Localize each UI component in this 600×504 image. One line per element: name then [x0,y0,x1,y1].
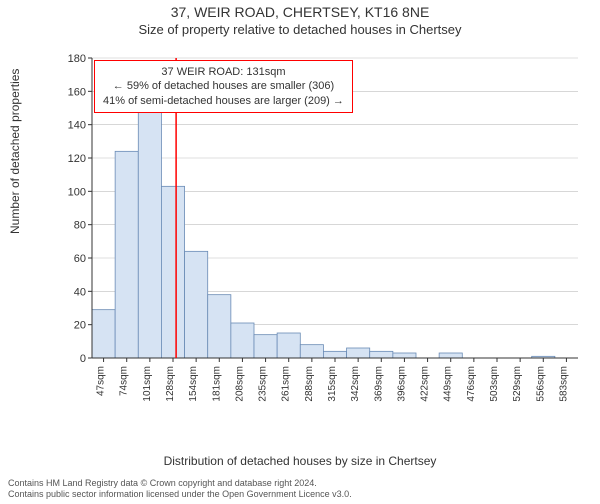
svg-text:396sqm: 396sqm [396,366,407,402]
svg-text:476sqm: 476sqm [466,366,477,402]
svg-text:180: 180 [68,54,86,65]
svg-text:369sqm: 369sqm [373,366,384,402]
svg-text:140: 140 [68,120,86,132]
footer-line-1: Contains HM Land Registry data © Crown c… [8,478,352,489]
svg-text:20: 20 [74,320,86,332]
svg-text:342sqm: 342sqm [350,366,361,402]
svg-text:47sqm: 47sqm [96,366,107,396]
svg-text:208sqm: 208sqm [234,366,245,402]
footer-attribution: Contains HM Land Registry data © Crown c… [8,478,352,500]
svg-text:181sqm: 181sqm [211,366,222,402]
svg-text:100: 100 [68,186,86,198]
svg-text:315sqm: 315sqm [327,366,338,402]
annotation-line-3: 41% of semi-detached houses are larger (… [103,94,344,108]
svg-text:0: 0 [80,353,86,365]
chart-title: 37, WEIR ROAD, CHERTSEY, KT16 8NE [0,4,600,20]
svg-text:80: 80 [74,220,86,232]
svg-text:60: 60 [74,253,86,265]
svg-text:503sqm: 503sqm [489,366,500,402]
svg-text:288sqm: 288sqm [304,366,315,402]
footer-line-2: Contains public sector information licen… [8,489,352,500]
svg-text:154sqm: 154sqm [188,366,199,402]
svg-text:422sqm: 422sqm [420,366,431,402]
svg-text:120: 120 [68,153,86,165]
svg-text:160: 160 [68,86,86,98]
svg-text:449sqm: 449sqm [443,366,454,402]
x-axis-label: Distribution of detached houses by size … [0,454,600,468]
svg-text:583sqm: 583sqm [558,366,569,402]
svg-text:128sqm: 128sqm [165,366,176,402]
svg-text:261sqm: 261sqm [281,366,292,402]
svg-text:556sqm: 556sqm [535,366,546,402]
annotation-line-2: ← 59% of detached houses are smaller (30… [103,79,344,93]
plot-area: 0 20 40 60 80 100 120 140 160 180 47sqm 74sqm 101sqm… [62,54,582,414]
chart-subtitle: Size of property relative to detached ho… [0,22,600,37]
svg-text:101sqm: 101sqm [142,366,153,402]
annotation-box: 37 WEIR ROAD: 131sqm ← 59% of detached h… [94,60,353,113]
y-axis-label: Number of detached properties [8,69,22,234]
annotation-line-1: 37 WEIR ROAD: 131sqm [103,65,344,79]
svg-text:74sqm: 74sqm [119,366,130,396]
chart-container: { "title": "37, WEIR ROAD, CHERTSEY, KT1… [0,4,600,504]
svg-text:529sqm: 529sqm [512,366,523,402]
svg-text:235sqm: 235sqm [258,366,269,402]
svg-text:40: 40 [74,286,86,298]
